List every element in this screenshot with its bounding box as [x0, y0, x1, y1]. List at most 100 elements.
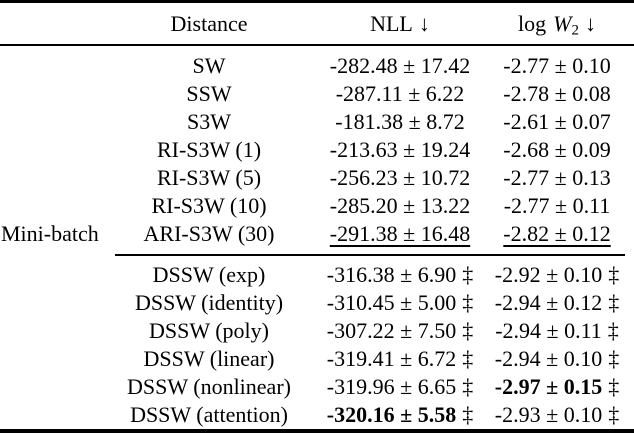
distance-cell: DSSW (nonlinear) — [127, 374, 291, 399]
nll-cell: -319.96 ± 6.65 ‡ — [320, 373, 480, 401]
group-label-cell — [0, 345, 98, 373]
logw2-value: -2.97 ± 0.15 — [494, 374, 603, 399]
section-divider-line — [115, 253, 625, 256]
logw2-value: -2.77 ± 0.11 — [503, 193, 611, 218]
logw2-value: -2.94 ± 0.12 — [494, 290, 603, 315]
group-label-cell — [0, 373, 98, 401]
group-label-cell — [0, 261, 98, 289]
logw2-value: -2.93 ± 0.10 — [494, 402, 603, 427]
distance-cell: DSSW (linear) — [143, 346, 275, 371]
nll-value: -287.11 ± 6.22 — [335, 81, 465, 106]
logw2-value: -2.82 ± 0.12 — [503, 221, 611, 246]
table-row: DSSW (exp) -316.38 ± 6.90 ‡ -2.92 ± 0.10 ‡ — [0, 261, 634, 289]
logw2-value: -2.77 ± 0.10 — [503, 53, 611, 78]
logw2-value: -2.68 ± 0.09 — [503, 137, 611, 162]
logw2-cell: -2.92 ± 0.10 ‡ — [480, 261, 634, 289]
group-label-cell — [0, 192, 98, 220]
section-divider-row — [0, 248, 634, 261]
double-dagger-icon: ‡ — [462, 262, 474, 287]
nll-value: -316.38 ± 6.90 — [326, 262, 457, 287]
group-label-cell — [0, 80, 98, 108]
distance-cell: DSSW (poly) — [149, 318, 269, 343]
double-dagger-icon: ‡ — [462, 374, 474, 399]
distance-cell: DSSW (attention) — [130, 402, 288, 427]
logw2-cell: -2.77 ± 0.10 — [480, 45, 634, 80]
table-row: DSSW (linear) -319.41 ± 6.72 ‡ -2.94 ± 0.10… — [0, 345, 634, 373]
distance-cell: RI-S3W (10) — [151, 193, 267, 218]
group-label-cell — [0, 317, 98, 345]
table-row: RI-S3W (1) -213.63 ± 19.24 -2.68 ± 0.09 — [0, 136, 634, 164]
table-row: DSSW (attention) -320.16 ± 5.58 ‡ -2.93 ± 0… — [0, 401, 634, 431]
logw2-value: -2.77 ± 0.13 — [503, 165, 611, 190]
header-distance: Distance — [98, 1, 320, 46]
nll-value: -181.38 ± 8.72 — [335, 109, 465, 134]
table-body: SW -282.48 ± 17.42 -2.77 ± 0.10 SSW -287.11 … — [0, 45, 634, 431]
section-divider-cell — [98, 248, 634, 261]
group-label-cell — [0, 108, 98, 136]
group-label-cell: Mini-batch — [1, 221, 99, 246]
table-row: SW -282.48 ± 17.42 -2.77 ± 0.10 — [0, 45, 634, 80]
nll-cell: -291.38 ± 16.48 — [320, 220, 480, 248]
double-dagger-icon: ‡ — [462, 402, 474, 427]
header-logw2-subscript: 2 — [571, 22, 579, 39]
header-nll-label: NLL — [370, 10, 413, 36]
down-arrow-icon: ↓ — [584, 10, 596, 36]
logw2-cell: -2.78 ± 0.08 — [480, 80, 634, 108]
double-dagger-icon: ‡ — [608, 346, 620, 371]
nll-value: -256.23 ± 10.72 — [329, 165, 471, 190]
double-dagger-icon: ‡ — [608, 262, 620, 287]
header-nll: NLL ↓ — [320, 1, 480, 46]
distance-cell: RI-S3W (1) — [156, 137, 262, 162]
table-row: DSSW (nonlinear) -319.96 ± 6.65 ‡ -2.97 ± 0… — [0, 373, 634, 401]
group-label-cell — [0, 289, 98, 317]
double-dagger-icon: ‡ — [608, 290, 620, 315]
logw2-cell: -2.68 ± 0.09 — [480, 136, 634, 164]
nll-value: -291.38 ± 16.48 — [329, 221, 471, 246]
logw2-value: -2.92 ± 0.10 — [494, 262, 603, 287]
logw2-cell: -2.93 ± 0.10 ‡ — [480, 401, 634, 431]
nll-cell: -320.16 ± 5.58 ‡ — [320, 401, 480, 431]
table-row: DSSW (poly) -307.22 ± 7.50 ‡ -2.94 ± 0.11 ‡ — [0, 317, 634, 345]
nll-cell: -181.38 ± 8.72 — [320, 108, 480, 136]
nll-cell: -316.38 ± 6.90 ‡ — [320, 261, 480, 289]
distance-cell: DSSW (identity) — [134, 290, 284, 315]
double-dagger-icon: ‡ — [462, 346, 474, 371]
logw2-value: -2.78 ± 0.08 — [503, 81, 611, 106]
group-label-cell — [0, 401, 98, 431]
down-arrow-icon: ↓ — [418, 10, 430, 36]
nll-cell: -256.23 ± 10.72 — [320, 164, 480, 192]
nll-value: -319.96 ± 6.65 — [326, 374, 457, 399]
logw2-cell: -2.94 ± 0.10 ‡ — [480, 345, 634, 373]
logw2-cell: -2.94 ± 0.11 ‡ — [480, 317, 634, 345]
header-group-cell — [0, 1, 98, 46]
logw2-cell: -2.82 ± 0.12 — [480, 220, 634, 248]
distance-cell: SW — [192, 53, 226, 78]
distance-cell: DSSW (exp) — [152, 262, 266, 287]
distance-cell: ARI-S3W (30) — [143, 221, 275, 246]
nll-cell: -307.22 ± 7.50 ‡ — [320, 317, 480, 345]
double-dagger-icon: ‡ — [462, 318, 474, 343]
nll-cell: -285.20 ± 13.22 — [320, 192, 480, 220]
double-dagger-icon: ‡ — [608, 402, 620, 427]
header-logw2-prefix: log — [518, 10, 547, 36]
logw2-cell: -2.61 ± 0.07 — [480, 108, 634, 136]
logw2-value: -2.61 ± 0.07 — [503, 109, 611, 134]
nll-value: -310.45 ± 5.00 — [326, 290, 457, 315]
group-label-cell — [0, 164, 98, 192]
logw2-cell: -2.77 ± 0.13 — [480, 164, 634, 192]
group-label-cell — [0, 45, 98, 80]
logw2-cell: -2.97 ± 0.15 ‡ — [480, 373, 634, 401]
header-row: Distance NLL ↓ log W2 ↓ — [0, 1, 634, 46]
table-row: RI-S3W (10) -285.20 ± 13.22 -2.77 ± 0.11 — [0, 192, 634, 220]
double-dagger-icon: ‡ — [607, 318, 619, 343]
nll-cell: -319.41 ± 6.72 ‡ — [320, 345, 480, 373]
nll-value: -285.20 ± 13.22 — [329, 193, 471, 218]
nll-cell: -287.11 ± 6.22 — [320, 80, 480, 108]
logw2-cell: -2.94 ± 0.12 ‡ — [480, 289, 634, 317]
table-row: S3W -181.38 ± 8.72 -2.61 ± 0.07 — [0, 108, 634, 136]
divider-spacer-cell — [0, 248, 98, 261]
nll-value: -213.63 ± 19.24 — [329, 137, 471, 162]
table-header: Distance NLL ↓ log W2 ↓ — [0, 1, 634, 46]
nll-value: -320.16 ± 5.58 — [326, 402, 457, 427]
